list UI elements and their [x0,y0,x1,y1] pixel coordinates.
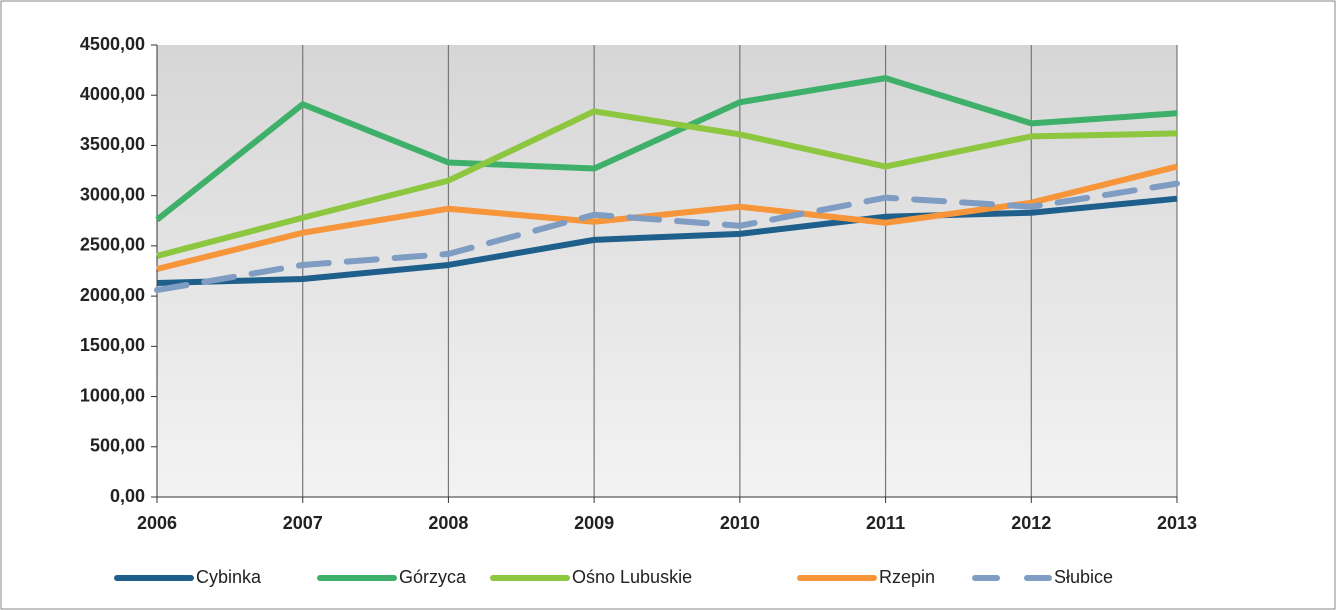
x-tick-label: 2011 [866,513,905,533]
y-tick-label: 3500,00 [80,134,145,154]
legend-label: Cybinka [196,567,262,587]
series-line [154,180,1180,294]
y-tick-label: 500,00 [90,436,145,456]
legend-label: Słubice [1054,567,1113,587]
x-tick-label: 2009 [574,513,614,533]
y-tick-label: 0,00 [110,486,145,506]
plot-area [157,45,1177,497]
y-tick-label: 4000,00 [80,84,145,104]
legend-label: Ośno Lubuskie [572,567,692,587]
y-tick-label: 2000,00 [80,285,145,305]
series-line [155,75,1178,223]
x-tick-label: 2008 [428,513,468,533]
y-tick-label: 3000,00 [80,184,145,204]
x-tick-label: 2007 [283,513,323,533]
x-tick-label: 2010 [720,513,760,533]
series-line [156,195,1178,287]
series-line [156,108,1178,259]
legend-label: Górzyca [399,567,467,587]
y-tick-label: 1500,00 [80,335,145,355]
x-tick-label: 2012 [1011,513,1051,533]
y-tick-label: 2500,00 [80,235,145,255]
y-tick-label: 1000,00 [80,385,145,405]
legend-label: Rzepin [879,567,935,587]
x-tick-label: 2013 [1157,513,1197,533]
y-tick-label: 4500,00 [80,34,145,54]
x-tick-label: 2006 [137,513,177,533]
